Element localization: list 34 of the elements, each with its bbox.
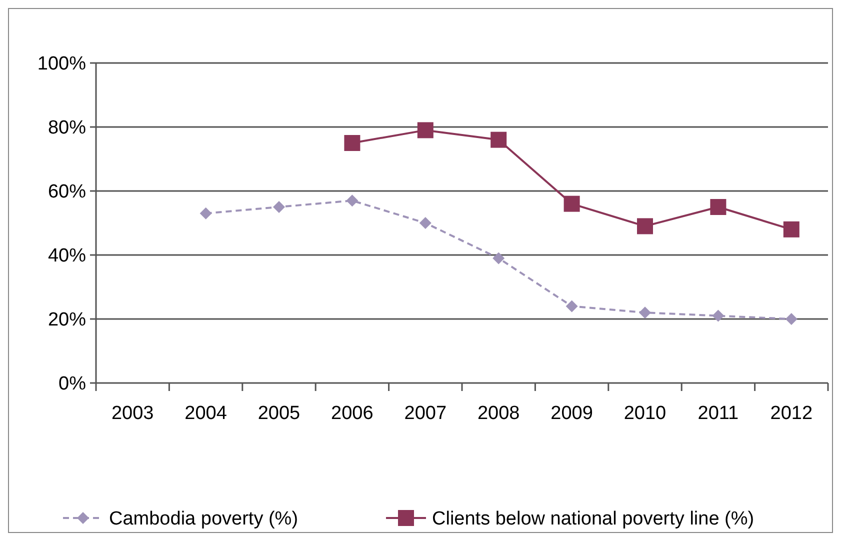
x-tick-label: 2006 bbox=[331, 403, 374, 424]
point bbox=[785, 313, 798, 325]
point bbox=[492, 252, 505, 264]
point bbox=[639, 306, 651, 319]
y-tick-label: 60% bbox=[48, 182, 86, 203]
point bbox=[490, 132, 507, 148]
point bbox=[344, 135, 360, 151]
point bbox=[417, 122, 434, 138]
x-tick-label: 2010 bbox=[624, 403, 666, 424]
x-tick-label: 2009 bbox=[550, 403, 593, 424]
y-tick-label: 80% bbox=[48, 118, 86, 139]
x-tick-label: 2008 bbox=[477, 403, 520, 424]
x-tick-label: 2012 bbox=[770, 403, 813, 424]
point bbox=[564, 196, 580, 212]
point bbox=[710, 199, 726, 215]
point bbox=[783, 221, 800, 238]
point bbox=[712, 310, 724, 322]
x-tick-label: 2011 bbox=[698, 403, 739, 424]
x-tick-label: 2007 bbox=[404, 403, 447, 424]
point bbox=[346, 194, 358, 207]
x-tick-label: 2003 bbox=[111, 403, 154, 424]
point bbox=[200, 207, 212, 220]
legend-label: Clients below national poverty line (%) bbox=[432, 508, 754, 530]
point bbox=[419, 217, 432, 229]
point bbox=[273, 201, 285, 213]
x-tick-label: 2004 bbox=[184, 403, 228, 424]
x-tick-label: 2005 bbox=[258, 403, 300, 424]
point bbox=[637, 218, 653, 234]
legend-label: Cambodia poverty (%) bbox=[109, 508, 298, 530]
point bbox=[566, 300, 578, 312]
y-tick-label: 20% bbox=[48, 310, 86, 331]
y-tick-label: 0% bbox=[58, 374, 86, 395]
y-tick-label: 40% bbox=[48, 246, 86, 267]
y-tick-label: 100% bbox=[37, 54, 86, 75]
